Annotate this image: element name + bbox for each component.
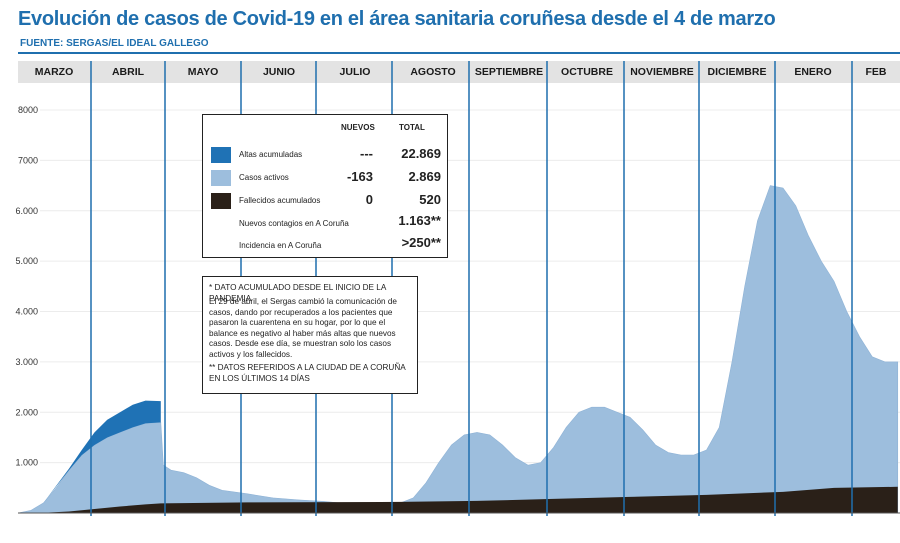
legend-label-fallecidos: Fallecidos acumulados xyxy=(239,196,321,205)
y-tick-label: 5.000 xyxy=(15,256,38,266)
legend-swatch-fallecidos xyxy=(211,193,231,209)
note-cambio-comunicacion: El 29 de abril, el Sergas cambió la comu… xyxy=(209,297,397,359)
legend-value-incidencia: >250** xyxy=(401,235,441,250)
legend-label-incidencia: Incidencia en A Coruña xyxy=(239,241,322,250)
month-label: MARZO xyxy=(34,66,74,78)
legend-new-fallecidos: 0 xyxy=(365,192,373,207)
series-area-casos-activos xyxy=(17,185,899,514)
legend-row-activos: Casos activos -163 2.869 xyxy=(203,168,447,188)
month-label: FEB xyxy=(865,66,887,78)
y-tick-label: 1.000 xyxy=(15,458,38,468)
y-tick-label: 8000 xyxy=(18,105,38,115)
legend-box: NUEVOS TOTAL Altas acumuladas --- 22.869… xyxy=(202,114,448,258)
y-tick-label: 6.000 xyxy=(15,206,38,216)
month-label: OCTUBRE xyxy=(561,66,613,78)
legend-label-altas: Altas acumuladas xyxy=(239,150,303,159)
month-label: ABRIL xyxy=(111,66,145,78)
legend-value-nuevos-contagios: 1.163** xyxy=(398,213,441,228)
note-datos-ciudad: ** DATOS REFERIDOS A LA CIUDAD DE A CORU… xyxy=(209,363,406,383)
month-label: SEPTIEMBRE xyxy=(474,66,544,78)
legend-row-fallecidos: Fallecidos acumulados 0 520 xyxy=(203,191,447,211)
month-label: JUNIO xyxy=(262,66,296,78)
legend-new-altas: --- xyxy=(360,146,373,161)
month-label: MAYO xyxy=(187,66,219,78)
month-label: NOVIEMBRE xyxy=(630,66,694,78)
chart-title: Evolución de casos de Covid-19 en el áre… xyxy=(18,8,776,30)
notes-box: * DATO ACUMULADO DESDE EL INICIO DE LA P… xyxy=(202,276,418,394)
month-label: DICIEMBRE xyxy=(707,66,767,78)
y-tick-label: 3.000 xyxy=(15,357,38,367)
legend-header-total: TOTAL xyxy=(399,123,425,132)
title-rule xyxy=(18,52,900,54)
series-area-fallecidos-acumulados xyxy=(18,486,898,513)
legend-row-altas: Altas acumuladas --- 22.869 xyxy=(203,145,447,165)
month-label: JULIO xyxy=(339,66,371,78)
legend-total-altas: 22.869 xyxy=(401,146,441,161)
y-tick-label: 4.000 xyxy=(15,307,38,317)
note-acumulado: * DATO ACUMULADO DESDE EL INICIO DE LA P… xyxy=(209,283,386,303)
month-label: ENERO xyxy=(794,66,832,78)
y-tick-label: 2.000 xyxy=(15,407,38,417)
legend-swatch-altas xyxy=(211,147,231,163)
month-label: AGOSTO xyxy=(410,66,456,78)
legend-total-activos: 2.869 xyxy=(408,169,441,184)
legend-header-new: NUEVOS xyxy=(341,123,375,132)
series-area-altas-acumuladas xyxy=(18,400,161,513)
legend-label-nuevos-contagios: Nuevos contagios en A Coruña xyxy=(239,219,349,228)
y-tick-label: 7000 xyxy=(18,155,38,165)
month-header-bar xyxy=(18,61,900,83)
legend-new-activos: -163 xyxy=(346,169,373,184)
legend-swatch-activos xyxy=(211,170,231,186)
legend-label-activos: Casos activos xyxy=(239,173,289,182)
legend-total-fallecidos: 520 xyxy=(419,192,441,207)
chart-source: FUENTE: SERGAS/EL IDEAL GALLEGO xyxy=(20,38,209,49)
